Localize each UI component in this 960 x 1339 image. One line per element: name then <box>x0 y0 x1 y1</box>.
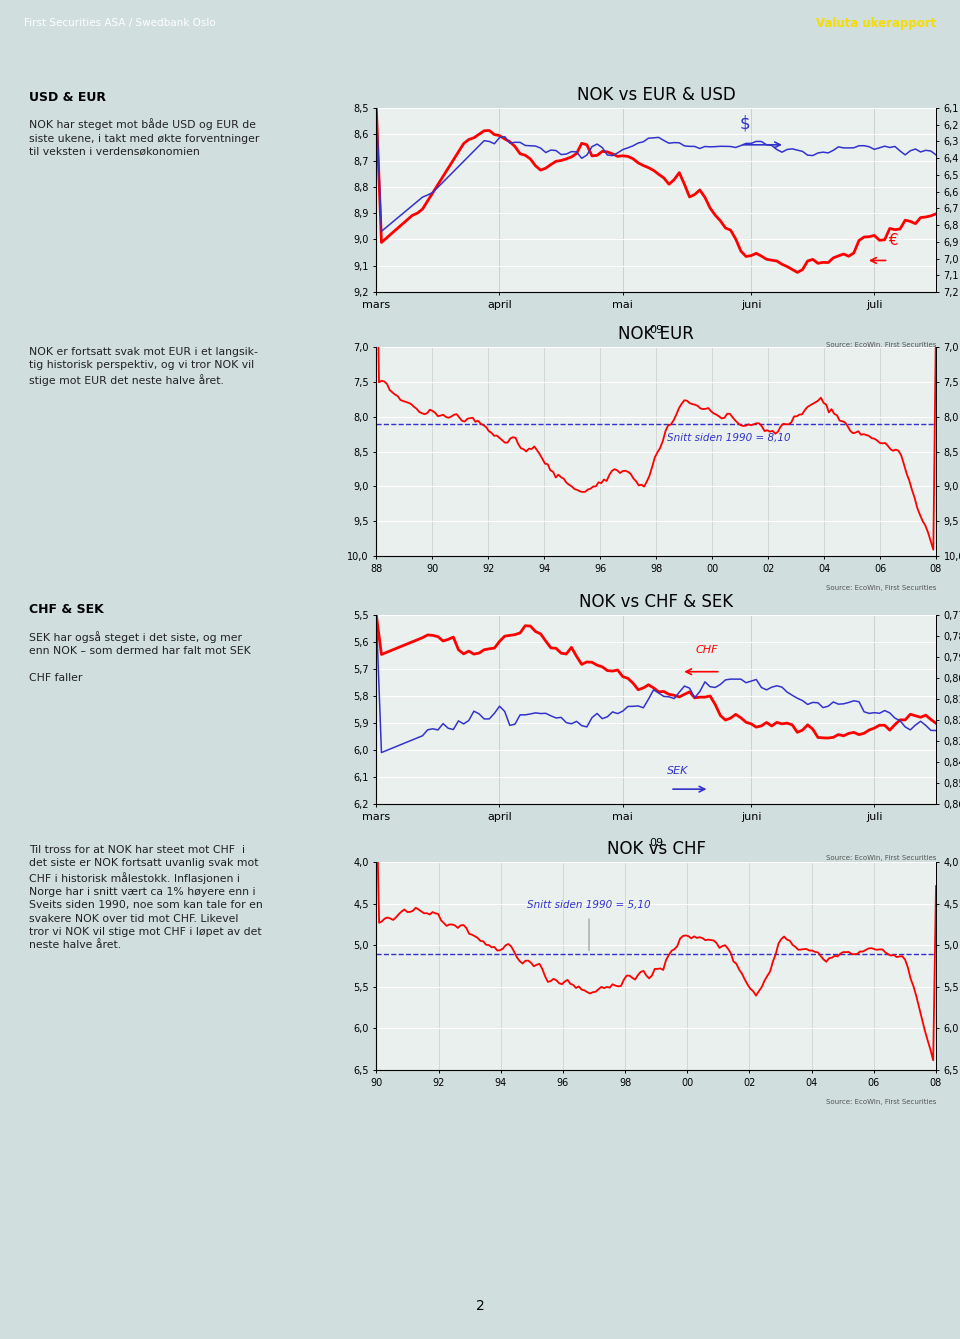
Text: 09: 09 <box>649 325 663 335</box>
Title: NOK EUR: NOK EUR <box>618 324 694 343</box>
Text: Snitt siden 1990 = 8,10: Snitt siden 1990 = 8,10 <box>667 432 791 443</box>
Text: $: $ <box>740 114 751 133</box>
Text: CHF & SEK: CHF & SEK <box>29 603 104 616</box>
Text: Source: EcoWin, First Securities: Source: EcoWin, First Securities <box>826 341 936 348</box>
Title: NOK vs EUR & USD: NOK vs EUR & USD <box>577 86 735 103</box>
Title: NOK vs CHF & SEK: NOK vs CHF & SEK <box>579 593 733 611</box>
Text: Snitt siden 1990 = 5,10: Snitt siden 1990 = 5,10 <box>527 900 651 909</box>
Text: SEK: SEK <box>667 766 688 777</box>
Text: €: € <box>888 233 898 248</box>
Text: Source: EcoWin, First Securities: Source: EcoWin, First Securities <box>826 1099 936 1105</box>
Text: SEK har også steget i det siste, og mer
enn NOK – som dermed har falt mot SEK

C: SEK har også steget i det siste, og mer … <box>29 631 251 683</box>
Text: Valuta ukerapport: Valuta ukerapport <box>816 16 936 29</box>
Title: NOK vs CHF: NOK vs CHF <box>607 840 706 858</box>
Text: Source: EcoWin, First Securities: Source: EcoWin, First Securities <box>826 856 936 861</box>
Text: NOK har steget mot både USD og EUR de
siste ukene, i takt med økte forventninger: NOK har steget mot både USD og EUR de si… <box>29 118 259 157</box>
Text: 2: 2 <box>475 1299 485 1314</box>
Text: 09: 09 <box>649 838 663 848</box>
Text: NOK er fortsatt svak mot EUR i et langsik-
tig historisk perspektiv, og vi tror : NOK er fortsatt svak mot EUR i et langsi… <box>29 347 257 386</box>
Text: First Securities ASA / Swedbank Oslo: First Securities ASA / Swedbank Oslo <box>24 19 216 28</box>
Text: Til tross for at NOK har steet mot CHF  i
det siste er NOK fortsatt uvanlig svak: Til tross for at NOK har steet mot CHF i… <box>29 845 262 949</box>
Text: Source: EcoWin, First Securities: Source: EcoWin, First Securities <box>826 585 936 592</box>
Text: CHF: CHF <box>695 645 718 655</box>
Text: USD & EUR: USD & EUR <box>29 91 106 103</box>
